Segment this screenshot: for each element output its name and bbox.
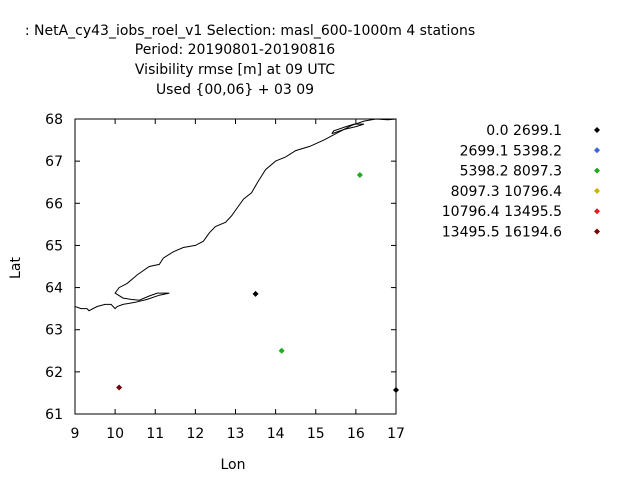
y-axis-label: Lat: [8, 257, 24, 279]
y-tick-label: 61: [45, 407, 63, 423]
legend-label: 13495.5 16194.6: [442, 225, 562, 241]
legend-label: 0.0 2699.1: [486, 123, 562, 139]
legend-marker: [594, 127, 600, 133]
x-axis-ticks: 9 10 11 12 13 14 15 16 17: [71, 119, 405, 442]
legend-marker: [594, 167, 600, 174]
x-tick-label: 17: [387, 426, 405, 442]
legend-label: 5398.2 8097.3: [460, 164, 562, 180]
legend: 0.0 2699.1 2699.1 5398.2 5398.2 8097.3 8097…: [442, 123, 600, 241]
legend-label: 10796.4 13495.5: [442, 204, 562, 220]
y-tick-label: 64: [45, 281, 63, 297]
header-line-2: Period: 20190801-20190816: [135, 42, 335, 58]
x-tick-label: 14: [267, 426, 285, 442]
station-point: [116, 384, 123, 391]
station-points: [116, 172, 399, 393]
station-point: [393, 386, 399, 393]
header-line-4: Used {00,06} + 03 09: [156, 82, 314, 98]
station-point: [278, 347, 285, 354]
x-tick-label: 13: [227, 426, 245, 442]
legend-marker: [594, 147, 600, 154]
x-tick-label: 15: [307, 426, 325, 442]
header-line-3: Visibility rmse [m] at 09 UTC: [135, 62, 335, 78]
y-tick-label: 68: [45, 112, 63, 128]
x-tick-label: 16: [347, 426, 365, 442]
y-axis-ticks: 61 62 63 64 65 66 67 68: [45, 112, 396, 423]
legend-label: 8097.3 10796.4: [451, 184, 562, 200]
y-tick-label: 67: [45, 154, 63, 170]
x-tick-label: 12: [186, 426, 204, 442]
x-tick-label: 10: [106, 426, 124, 442]
coastline: [75, 119, 396, 312]
station-point: [252, 290, 259, 297]
station-point: [356, 172, 363, 179]
legend-label: 2699.1 5398.2: [460, 143, 562, 159]
y-tick-label: 63: [45, 323, 63, 339]
legend-marker: [594, 228, 600, 235]
x-axis-label: Lon: [221, 457, 246, 473]
y-tick-label: 62: [45, 365, 63, 381]
island-outline: [331, 123, 365, 135]
plot-frame: [74, 118, 397, 415]
x-tick-label: 11: [146, 426, 164, 442]
y-tick-label: 66: [45, 196, 63, 212]
legend-marker: [594, 208, 600, 215]
header-line-1: : NetA_cy43_iobs_roel_v1 Selection: masl…: [25, 23, 475, 39]
y-tick-label: 65: [45, 238, 63, 254]
legend-marker: [594, 187, 600, 194]
x-tick-label: 9: [71, 426, 80, 442]
